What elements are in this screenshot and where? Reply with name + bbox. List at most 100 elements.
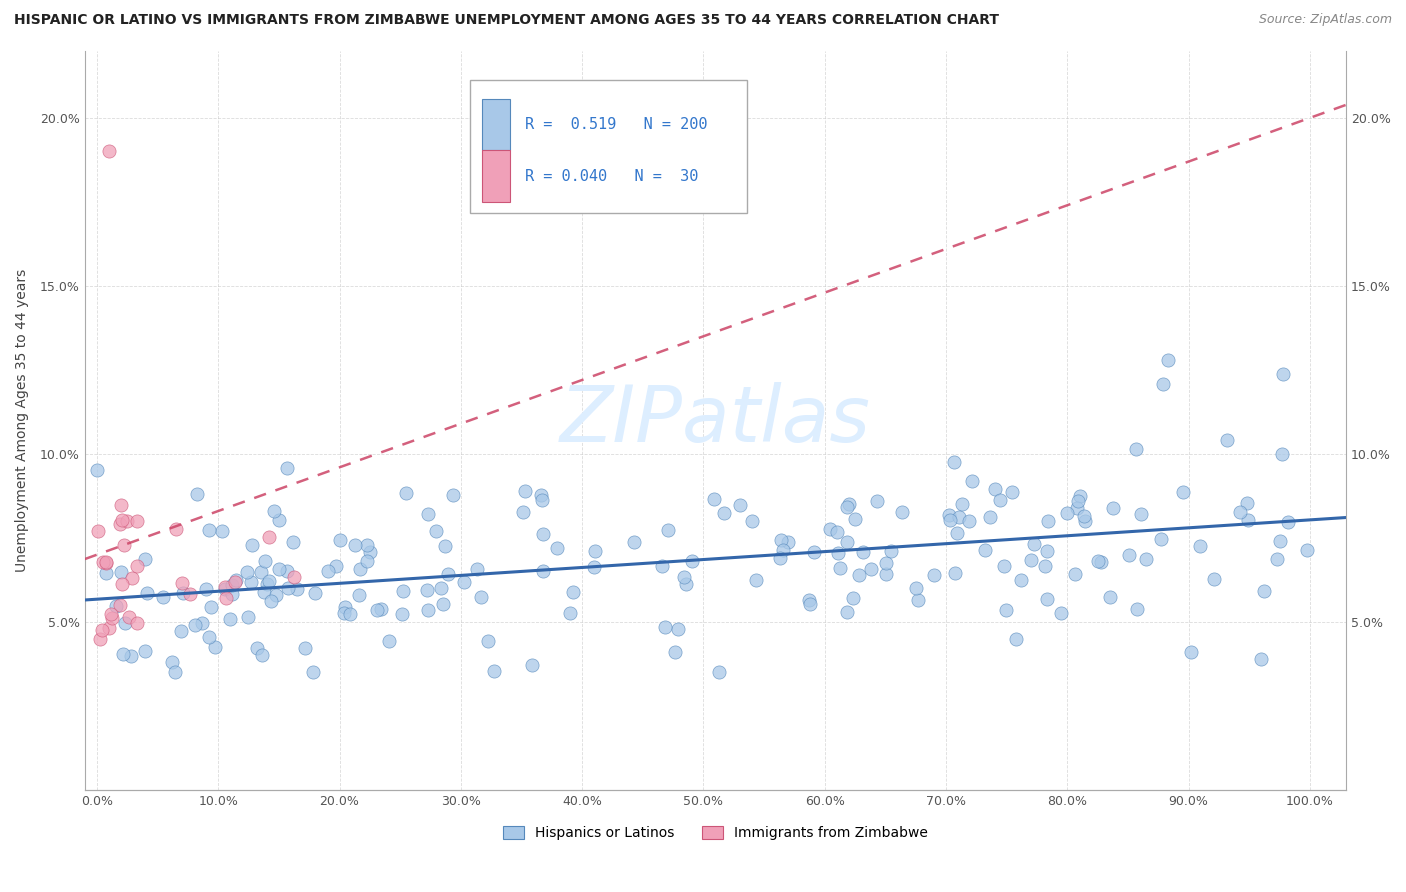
Point: [950, 497, 973, 511]
Point: [110, 565, 132, 579]
Point: [1125, 442, 1147, 456]
Point: [943, 566, 966, 581]
Point: [224, 575, 246, 590]
Point: [1250, 651, 1272, 665]
Point: [89, 632, 111, 646]
Point: [838, 497, 860, 511]
Point: [1036, 543, 1059, 558]
Point: [943, 455, 966, 469]
Point: [837, 535, 859, 549]
Point: [325, 559, 347, 574]
Point: [301, 665, 323, 680]
Point: [257, 530, 280, 544]
Point: [110, 498, 132, 512]
Point: [880, 544, 903, 558]
Point: [200, 599, 222, 614]
Point: [948, 509, 970, 524]
Point: [1090, 555, 1112, 569]
Point: [391, 607, 413, 622]
Point: [993, 558, 1015, 573]
Point: [825, 524, 848, 539]
Point: [470, 591, 492, 605]
Point: [1171, 484, 1194, 499]
Point: [778, 534, 800, 549]
Point: [111, 513, 134, 527]
Point: [1005, 632, 1028, 646]
Point: [484, 664, 506, 678]
Point: [378, 634, 401, 648]
Point: [170, 624, 193, 639]
Point: [1215, 433, 1237, 447]
Point: [91, 624, 114, 638]
Point: [1066, 493, 1088, 508]
Point: [530, 488, 553, 502]
Point: [121, 571, 143, 585]
Point: [681, 554, 703, 568]
Point: [939, 513, 962, 527]
Point: [267, 562, 290, 576]
Point: [441, 488, 464, 502]
Point: [392, 584, 415, 599]
Point: [713, 506, 735, 520]
Point: [1237, 512, 1260, 526]
Text: HISPANIC OR LATINO VS IMMIGRANTS FROM ZIMBABWE UNEMPLOYMENT AMONG AGES 35 TO 44 : HISPANIC OR LATINO VS IMMIGRANTS FROM ZI…: [14, 13, 1000, 28]
Point: [333, 606, 356, 620]
Point: [283, 570, 305, 584]
Point: [1022, 537, 1045, 551]
Point: [135, 585, 157, 599]
Point: [264, 588, 287, 602]
Point: [94, 566, 117, 581]
Point: [797, 592, 820, 607]
Point: [1296, 542, 1319, 557]
Point: [134, 551, 156, 566]
Point: [558, 606, 581, 620]
Point: [366, 603, 388, 617]
Point: [172, 586, 194, 600]
Point: [112, 538, 135, 552]
Point: [1277, 515, 1299, 529]
Point: [709, 665, 731, 680]
Point: [163, 665, 186, 680]
Point: [214, 580, 236, 594]
Point: [250, 565, 273, 579]
Point: [114, 616, 136, 631]
Point: [531, 526, 554, 541]
Point: [531, 493, 554, 508]
Point: [254, 554, 277, 568]
Point: [87, 524, 110, 538]
Point: [260, 594, 283, 608]
Point: [852, 545, 875, 559]
Point: [276, 564, 298, 578]
Point: [437, 567, 460, 582]
Point: [673, 569, 696, 583]
Point: [1204, 572, 1226, 586]
Point: [225, 574, 247, 588]
Text: R = 0.040   N =  30: R = 0.040 N = 30: [524, 169, 699, 184]
Point: [395, 486, 418, 500]
Point: [1271, 447, 1294, 461]
Point: [1038, 514, 1060, 528]
Point: [269, 513, 291, 527]
Point: [285, 582, 308, 597]
Point: [183, 618, 205, 632]
Point: [253, 585, 276, 599]
Point: [979, 510, 1001, 524]
Point: [1066, 500, 1088, 515]
Point: [236, 610, 259, 624]
Point: [195, 582, 218, 596]
Point: [356, 554, 378, 568]
Point: [370, 602, 392, 616]
Point: [221, 587, 243, 601]
Point: [97, 622, 120, 636]
Point: [239, 575, 262, 590]
Point: [973, 542, 995, 557]
Point: [186, 486, 208, 500]
Point: [1267, 552, 1289, 566]
FancyBboxPatch shape: [482, 99, 510, 151]
Point: [250, 648, 273, 662]
Point: [108, 516, 131, 531]
Point: [236, 565, 259, 579]
Point: [1074, 514, 1097, 528]
Point: [425, 524, 447, 538]
Point: [865, 494, 887, 508]
